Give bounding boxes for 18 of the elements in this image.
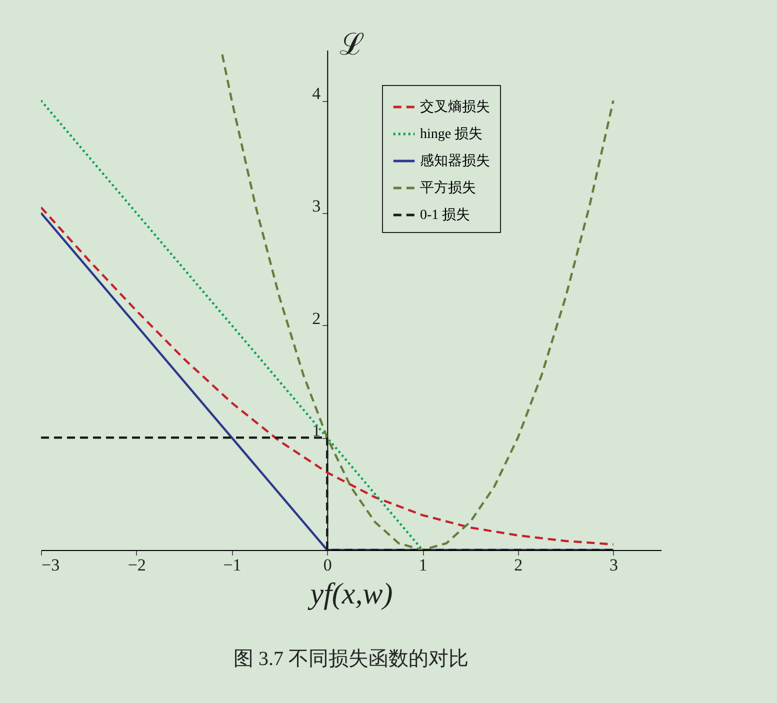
y-axis-title: ℒ	[340, 28, 365, 62]
y-tick-label: 2	[312, 308, 321, 328]
legend-label: hinge 损失	[420, 126, 483, 142]
caption: 图 3.7 不同损失函数的对比	[234, 648, 468, 670]
legend-label: 交叉熵损失	[420, 99, 490, 115]
legend-label: 平方损失	[420, 180, 476, 196]
x-tick-label: 0	[323, 556, 332, 574]
x-axis-title: yf(x,w)	[307, 578, 393, 610]
x-tick-label: 3	[610, 556, 618, 574]
legend-label: 感知器损失	[420, 153, 490, 169]
x-tick-label: −1	[223, 556, 242, 574]
y-tick-label: 3	[312, 196, 321, 216]
x-tick-label: −2	[128, 556, 146, 574]
legend-label: 0-1 损失	[420, 207, 470, 223]
x-tick-label: 2	[514, 556, 523, 574]
x-tick-label: −3	[42, 556, 60, 574]
x-tick-label: 1	[418, 556, 428, 574]
y-tick-label: 4	[312, 84, 322, 104]
